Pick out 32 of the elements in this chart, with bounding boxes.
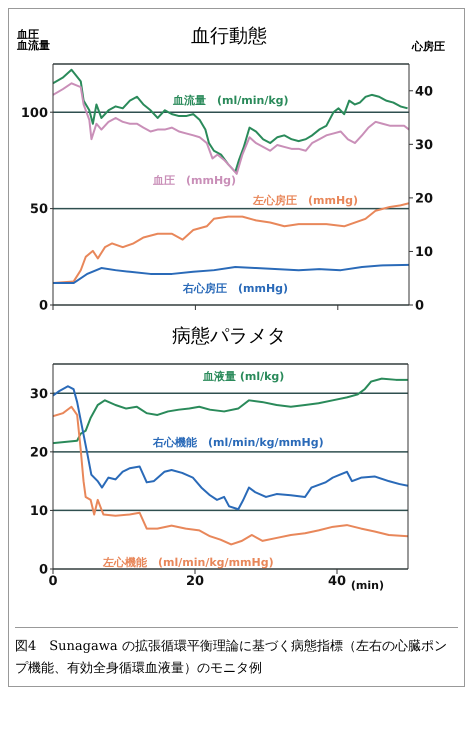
y2-tick-label: 0 — [415, 298, 424, 314]
y2-tick-label: 40 — [415, 84, 434, 100]
x-tick-label: 20 — [186, 574, 204, 590]
y2-tick-label: 30 — [415, 138, 434, 153]
y-tick-label: 0 — [38, 298, 48, 314]
y-tick-label: 10 — [30, 504, 48, 520]
chart-title: 病態パラメタ — [171, 324, 287, 349]
y2-tick-label: 20 — [415, 192, 434, 207]
y2-axis-title: 心房圧 — [412, 39, 445, 54]
line-series — [53, 264, 409, 284]
text: 血液量 (ml/kg) — [203, 369, 284, 384]
y-tick-label: 100 — [20, 106, 48, 121]
y-axis-title: 血流量 — [17, 39, 50, 52]
text: 血圧 — [17, 28, 39, 41]
y2-tick-label: 10 — [415, 245, 434, 260]
series-label: 右心房圧 (mmHg) — [183, 281, 288, 296]
series-label: 血流量 (ml/min/kg) — [173, 93, 289, 108]
y-tick-label: 30 — [30, 386, 48, 402]
caption: 図4 Sunagawa の拡張循環平衡理論に基づく病態指標（左右の心臓ポンプ機能、有効全身循環血液量）のモニタ例 — [15, 627, 458, 680]
chart-title: 血行動態 — [191, 25, 267, 47]
series-label: 血圧 (mmHg) — [153, 173, 236, 188]
x-axis-title: (min) — [350, 579, 384, 592]
y-tick-label: 50 — [30, 202, 48, 218]
series-label: 左心房圧 (mmHg) — [253, 193, 358, 208]
line-series — [53, 385, 408, 510]
y-tick-label: 0 — [38, 562, 48, 578]
line-series — [53, 406, 408, 546]
x-tick-label: 0 — [48, 574, 58, 590]
series-label: 左心機能 (ml/min/kg/mmHg) — [103, 555, 274, 570]
x-tick-label: 40 — [328, 574, 346, 590]
text: 右心機能 (ml/min/kg/mmHg) — [153, 435, 324, 450]
y-tick-label: 20 — [30, 445, 48, 460]
